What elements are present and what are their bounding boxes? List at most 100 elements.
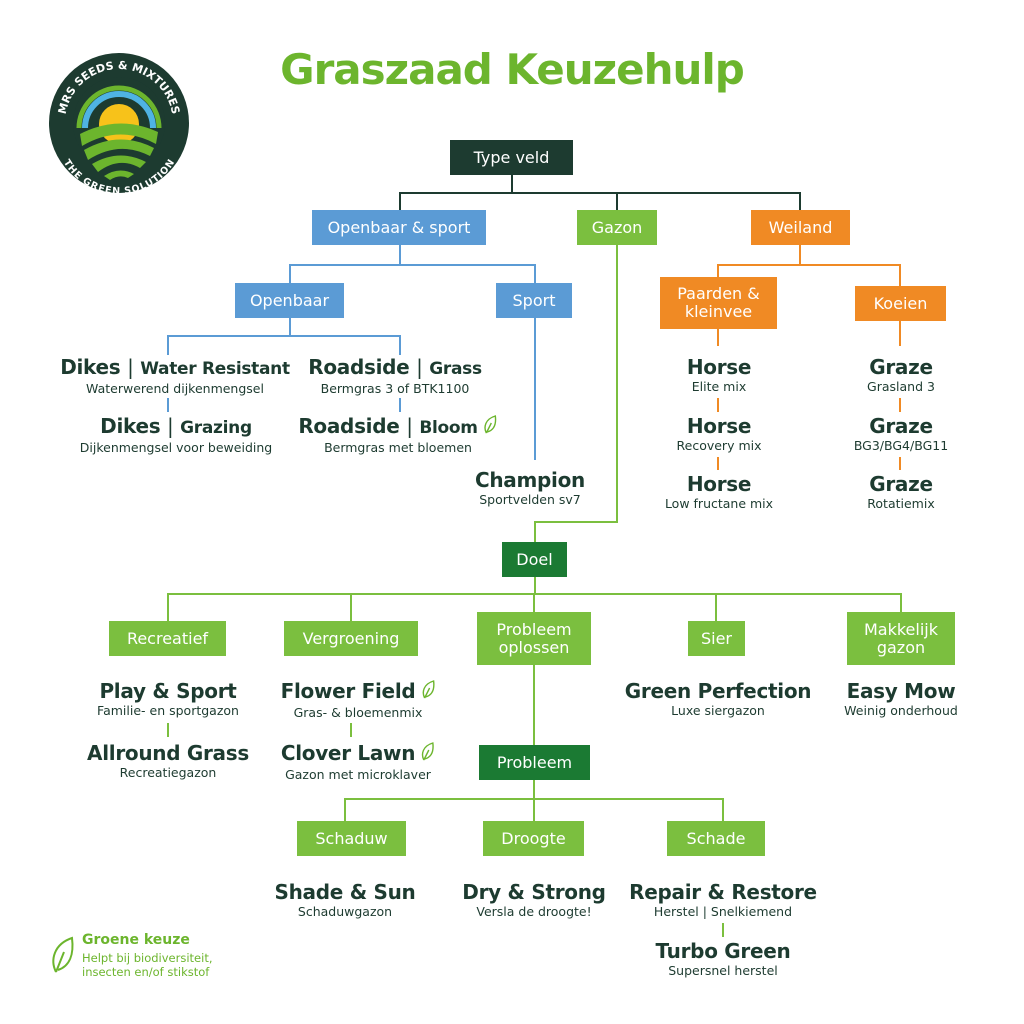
product-variant: Bloom [419, 418, 478, 438]
logo: MRS SEEDS & MIXTURES THE GREEN SOLUTION [49, 53, 189, 194]
leaf-icon [52, 936, 74, 973]
box-sier: Sier [688, 621, 745, 656]
product-subtitle: Rotatiemix [867, 496, 935, 511]
product-subtitle: Herstel | Snelkiemend [653, 904, 793, 919]
connector-line [717, 264, 901, 286]
page-title: Graszaad Keuzehulp [280, 45, 745, 94]
product-title: Green Perfection [624, 679, 812, 703]
box-makkelijk: Makkelijk gazon [847, 612, 955, 665]
connector-line [167, 335, 401, 355]
product-title: Play & Sport [99, 679, 237, 703]
product-title: Dikes [60, 355, 121, 379]
product-title: Champion [474, 468, 586, 492]
box-paarden: Paarden & kleinvee [660, 277, 777, 329]
product-graze3: Graze Rotatiemix [867, 472, 934, 512]
box-doel: Doel [502, 542, 567, 577]
product-horse3: Horse Low fructane mix [665, 472, 773, 512]
product-subtitle: Low fructane mix [664, 496, 774, 511]
product-title: Graze [869, 355, 933, 379]
product-turbo: Turbo Green Supersnel herstel [656, 939, 791, 979]
box-probleem-oplossen: Probleem oplossen [477, 612, 591, 665]
product-subtitle: Dijkenmengsel voor beweiding [79, 440, 273, 455]
product-subtitle: Grasland 3 [867, 379, 935, 394]
product-horse2: Horse Recovery mix [677, 414, 762, 454]
box-openbaar-sport: Openbaar & sport [312, 210, 486, 245]
product-title: Graze [869, 472, 933, 496]
product-easymow: Easy Mow Weinig onderhoud [844, 679, 958, 719]
product-shade: Shade & Sun Schaduwgazon [275, 880, 416, 920]
product-subtitle: Familie- en sportgazon [97, 703, 239, 718]
product-dikes-wr: Dikes | Water Resistant Waterwerend dijke… [60, 355, 290, 396]
leaf-icon [421, 680, 435, 705]
product-title: Horse [686, 472, 752, 496]
product-title: Horse [686, 355, 752, 379]
product-title: Easy Mow [846, 679, 956, 703]
product-road-grass: Roadside | Grass Bermgras 3 of BTK1100 [308, 355, 482, 396]
product-allround: Allround Grass Recreatiegazon [87, 741, 249, 781]
product-variant: Grazing [180, 418, 252, 438]
product-repair: Repair & Restore Herstel | Snelkiemend [629, 880, 817, 920]
box-vergroening: Vergroening [284, 621, 418, 656]
legend-line-2: insecten en/of stikstof [82, 965, 210, 979]
box-probleem: Probleem [479, 745, 590, 780]
product-dikes-gr: Dikes | Grazing Dijkenmengsel voor beweid… [79, 414, 273, 455]
product-dry: Dry & Strong Versla de droogte! [462, 880, 606, 920]
product-title: Allround Grass [87, 741, 249, 765]
box-droogte: Droogte [483, 821, 584, 856]
product-graze1: Graze Grasland 3 [867, 355, 935, 395]
product-variant: Water Resistant [140, 359, 290, 379]
box-gazon: Gazon [577, 210, 657, 245]
box-recreatief: Recreatief [109, 621, 226, 656]
product-title: Dikes [100, 414, 161, 438]
product-subtitle: Elite mix [691, 379, 747, 394]
product-road-bloom: Roadside | Bloom Bermgras met bloemen [298, 414, 497, 456]
product-flower: Flower Field Gras- & bloemenmix [281, 679, 436, 721]
product-title: Dry & Strong [462, 880, 606, 904]
product-title: Turbo Green [655, 939, 791, 963]
leaf-icon [484, 415, 498, 440]
product-subtitle: Sportvelden sv7 [479, 492, 581, 507]
product-title: Graze [869, 414, 933, 438]
product-title: Horse [686, 414, 752, 438]
product-subtitle: Gazon met microklaver [285, 767, 431, 782]
product-subtitle: BG3/BG4/BG11 [853, 438, 949, 453]
product-title: Shade & Sun [274, 880, 416, 904]
box-openbaar: Openbaar [235, 283, 344, 318]
product-champion: Champion Sportvelden sv7 [475, 468, 585, 508]
product-title: Flower Field [280, 679, 416, 703]
product-subtitle: Waterwerend dijkenmengsel [86, 381, 264, 396]
product-perfection: Green Perfection Luxe siergazon [624, 679, 812, 719]
leaf-icon [421, 742, 435, 767]
product-graze2: Graze BG3/BG4/BG11 [854, 414, 948, 454]
connector-line [289, 264, 536, 283]
product-subtitle: Weinig onderhoud [844, 703, 958, 718]
box-type-veld: Type veld [450, 140, 573, 175]
product-title: Roadside [308, 355, 410, 379]
box-koeien: Koeien [855, 286, 946, 321]
box-schade: Schade [667, 821, 765, 856]
product-subtitle: Recovery mix [676, 438, 762, 453]
product-horse1: Horse Elite mix [686, 355, 752, 395]
box-schaduw: Schaduw [297, 821, 406, 856]
box-sport: Sport [496, 283, 572, 318]
connector-line [534, 245, 618, 542]
legend-line-1: Helpt bij biodiversiteit, [82, 951, 213, 965]
legend-heading: Groene keuze [82, 932, 190, 948]
product-subtitle: Supersnel herstel [668, 963, 778, 978]
product-subtitle: Bermgras 3 of BTK1100 [320, 381, 470, 396]
product-subtitle: Bermgras met bloemen [324, 440, 472, 455]
product-clover: Clover Lawn Gazon met microklaver [281, 741, 435, 783]
product-subtitle: Versla de droogte! [476, 904, 592, 919]
product-play: Play & Sport Familie- en sportgazon [97, 679, 239, 719]
product-subtitle: Schaduwgazon [297, 904, 393, 919]
product-subtitle: Luxe siergazon [671, 703, 765, 718]
box-weiland: Weiland [751, 210, 850, 245]
product-subtitle: Gras- & bloemenmix [293, 705, 423, 720]
product-subtitle: Recreatiegazon [119, 765, 217, 780]
product-title: Clover Lawn [280, 741, 416, 765]
connector-line [399, 192, 801, 210]
product-title: Roadside [298, 414, 400, 438]
product-variant: Grass [429, 359, 482, 379]
